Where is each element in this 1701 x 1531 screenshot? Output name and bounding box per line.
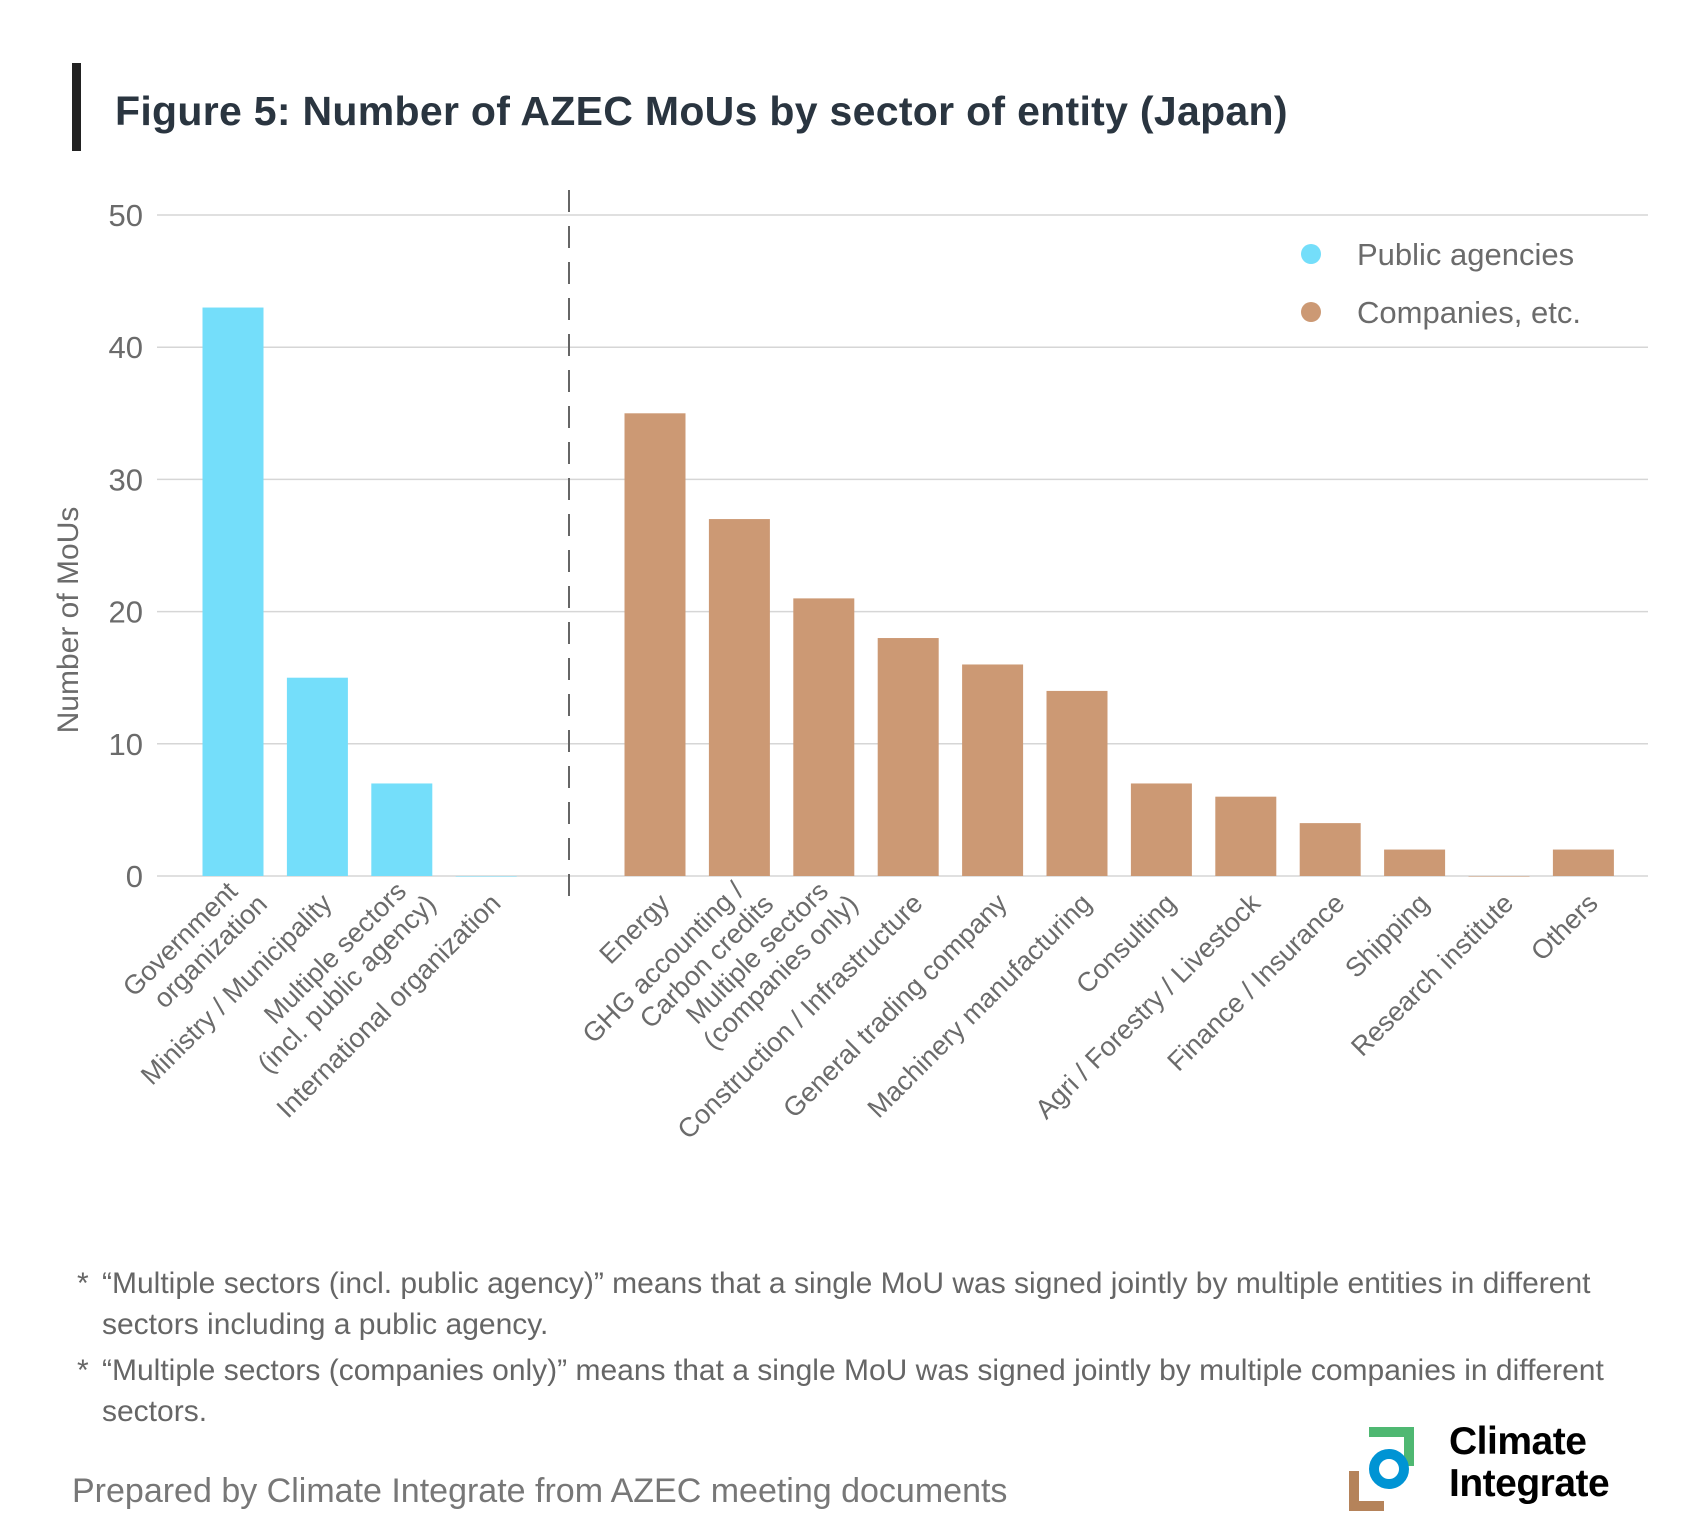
- footnote-2: * “Multiple sectors (companies only)” me…: [77, 1350, 1677, 1432]
- logo-text-line2: Integrate: [1449, 1462, 1610, 1505]
- bar: [1468, 876, 1530, 877]
- bar: [708, 519, 770, 876]
- y-tick-label: 0: [126, 859, 143, 894]
- climate-integrate-logo: Climate Integrate: [1349, 1421, 1649, 1516]
- y-tick-label: 40: [109, 330, 143, 365]
- y-tick-label: 30: [109, 462, 143, 497]
- legend-label: Public agencies: [1357, 237, 1574, 272]
- bar: [962, 664, 1024, 876]
- footnote-1: * “Multiple sectors (incl. public agency…: [77, 1263, 1677, 1345]
- footnote-text: “Multiple sectors (incl. public agency)”…: [102, 1267, 1591, 1341]
- footnote-mark: *: [77, 1267, 89, 1300]
- y-tick-label: 50: [109, 198, 143, 233]
- bar: [793, 598, 855, 876]
- x-tick-label-line: Research institute: [1345, 888, 1519, 1062]
- bar: [202, 307, 264, 876]
- title-accent-bar: [72, 63, 81, 151]
- y-tick-label: 20: [109, 595, 143, 630]
- footnote-mark: *: [77, 1354, 89, 1387]
- logo-mark-icon: [1349, 1427, 1414, 1511]
- bar: [1215, 796, 1277, 876]
- legend-label: Companies, etc.: [1357, 295, 1581, 330]
- source-note: Prepared by Climate Integrate from AZEC …: [72, 1472, 1008, 1510]
- chart-title: Figure 5: Number of AZEC MoUs by sector …: [115, 88, 1288, 134]
- legend-marker: [1301, 302, 1321, 322]
- bar: [624, 413, 686, 876]
- legend-marker: [1301, 244, 1321, 264]
- bar: [455, 876, 517, 877]
- bar: [1552, 849, 1614, 876]
- logo-text-line1: Climate: [1449, 1420, 1587, 1463]
- bar: [1130, 783, 1192, 876]
- bar: [1299, 823, 1361, 876]
- footnote-text: “Multiple sectors (companies only)” mean…: [102, 1354, 1604, 1428]
- bar: [371, 783, 433, 876]
- bar: [1384, 849, 1446, 876]
- bar: [286, 677, 348, 876]
- bar: [1046, 690, 1108, 876]
- x-tick-label: Others: [1525, 888, 1604, 967]
- bar: [877, 638, 939, 876]
- x-tick-label-line: Others: [1525, 888, 1604, 967]
- y-tick-label: 10: [109, 727, 143, 762]
- x-tick-label: Research institute: [1345, 888, 1519, 1062]
- y-axis-label: Number of MoUs: [52, 507, 85, 734]
